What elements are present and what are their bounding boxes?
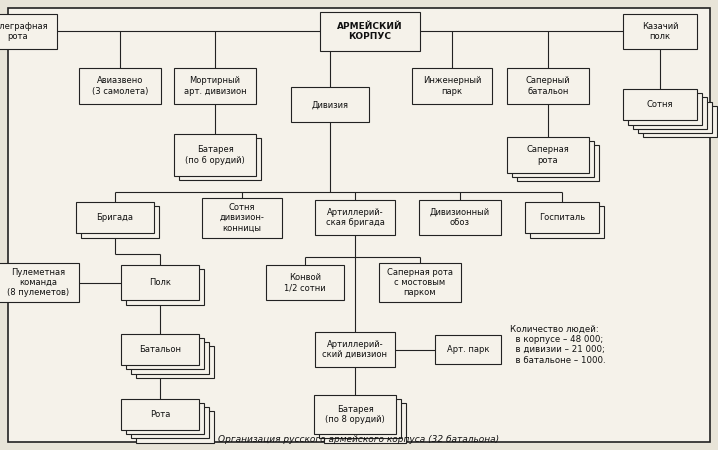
Text: Полк: Полк xyxy=(149,278,171,287)
Text: Батарея
(по 8 орудий): Батарея (по 8 орудий) xyxy=(325,405,385,424)
Bar xyxy=(379,263,461,302)
Text: Артиллерий-
ский дивизион: Артиллерий- ский дивизион xyxy=(322,340,388,359)
Bar xyxy=(419,200,501,235)
Bar xyxy=(412,68,492,104)
Bar xyxy=(507,137,589,173)
Bar xyxy=(131,342,209,374)
Bar xyxy=(136,346,214,378)
Text: Дивизионный
обоз: Дивизионный обоз xyxy=(430,208,490,227)
Bar xyxy=(131,407,209,438)
Bar xyxy=(136,411,214,443)
Bar xyxy=(324,403,406,443)
Bar xyxy=(638,102,712,133)
Text: Инженерный
парк: Инженерный парк xyxy=(423,76,481,95)
Text: Арт. парк: Арт. парк xyxy=(447,345,489,354)
Bar xyxy=(0,14,57,49)
Text: Сотня: Сотня xyxy=(647,100,673,109)
Bar xyxy=(435,335,501,364)
Bar xyxy=(628,93,702,125)
Text: Конвой
1/2 сотни: Конвой 1/2 сотни xyxy=(284,273,326,292)
Bar xyxy=(126,338,204,369)
Text: Бригада: Бригада xyxy=(96,213,134,222)
Bar xyxy=(320,12,420,51)
Bar xyxy=(525,202,599,234)
Bar xyxy=(76,202,154,234)
Text: Казачий
полк: Казачий полк xyxy=(642,22,679,41)
Bar xyxy=(0,263,79,302)
Text: АРМЕЙСКИЙ
КОРПУС: АРМЕЙСКИЙ КОРПУС xyxy=(337,22,403,41)
Text: Дивизия: Дивизия xyxy=(312,100,348,109)
Bar xyxy=(291,87,369,122)
Text: Организация русского армейского корпуса (32 батальона): Организация русского армейского корпуса … xyxy=(218,435,500,444)
Bar xyxy=(121,265,199,300)
Bar xyxy=(126,403,204,434)
Text: Количество людей:
  в корпусе – 48 000;
  в дивизии – 21 000;
  в батальоне – 10: Количество людей: в корпусе – 48 000; в … xyxy=(510,324,605,364)
Text: Госпиталь: Госпиталь xyxy=(539,213,585,222)
Bar xyxy=(315,200,395,235)
Bar xyxy=(121,334,199,365)
Text: Батарея
(по 6 орудий): Батарея (по 6 орудий) xyxy=(185,145,245,165)
Text: Саперный
батальон: Саперный батальон xyxy=(526,76,570,95)
Bar xyxy=(507,68,589,104)
Bar xyxy=(530,206,604,238)
Text: Пулеметная
команда
(8 пулеметов): Пулеметная команда (8 пулеметов) xyxy=(7,268,69,297)
Text: Саперная
рота: Саперная рота xyxy=(526,145,569,165)
Bar xyxy=(126,269,204,305)
Text: Мортирный
арт. дивизион: Мортирный арт. дивизион xyxy=(184,76,246,95)
Bar xyxy=(174,68,256,104)
Text: Сотня
дивизион-
конницы: Сотня дивизион- конницы xyxy=(220,203,264,233)
Bar xyxy=(79,68,161,104)
Bar xyxy=(121,399,199,430)
Bar xyxy=(517,145,599,181)
Text: Батальон: Батальон xyxy=(139,345,181,354)
Text: Телеграфная
рота: Телеграфная рота xyxy=(0,22,47,41)
Bar xyxy=(319,399,401,438)
Bar xyxy=(643,106,717,137)
Text: Саперная рота
с мостовым
парком: Саперная рота с мостовым парком xyxy=(387,268,453,297)
Bar xyxy=(174,134,256,176)
Bar xyxy=(623,14,697,49)
Text: Авиазвено
(3 самолета): Авиазвено (3 самолета) xyxy=(92,76,148,95)
Bar xyxy=(623,89,697,120)
Bar xyxy=(633,97,707,129)
Bar xyxy=(179,138,261,180)
Text: Артиллерий-
ская бригада: Артиллерий- ская бригада xyxy=(325,208,384,227)
Bar xyxy=(314,395,396,434)
Bar xyxy=(512,141,594,177)
Bar xyxy=(266,265,344,300)
Bar xyxy=(81,206,159,238)
Bar xyxy=(202,198,282,238)
Bar xyxy=(315,332,395,367)
Text: Рота: Рота xyxy=(150,410,170,419)
